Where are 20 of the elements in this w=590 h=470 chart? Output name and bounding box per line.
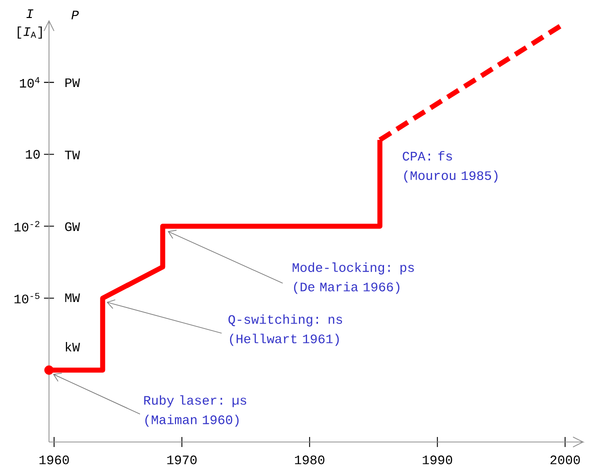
annotation: Q-switching: ns (Hellwart 1961)	[228, 314, 342, 346]
x-tick-label: 1990	[422, 456, 452, 464]
annotation: GW	[65, 222, 80, 232]
x-tick-label: 1960	[40, 456, 69, 464]
y-tick-label: 10	[26, 150, 40, 159]
annotation: kW	[66, 342, 80, 352]
annotation: Mode-locking: ps (De Maria 1966)	[292, 262, 414, 294]
x-tick-label: 1970	[167, 456, 197, 464]
x-tick-label: 2000	[550, 456, 580, 464]
x-tick-label: 1980	[295, 456, 324, 464]
y-axis-title: I [I$_{A}$]	[18, 9, 42, 39]
annotation: PW	[65, 78, 80, 87]
annotation: CPA: fs (Mourou 1985)	[402, 151, 498, 183]
y-tick-label: 10$^{-5}$	[14, 292, 40, 304]
y2-axis-title: P	[71, 10, 79, 20]
y-tick-label: 10$^{4}$	[20, 77, 40, 88]
y-tick-label: 10$^{-2}$	[14, 220, 40, 232]
annotation: TW	[64, 150, 80, 160]
annotation: MW	[65, 293, 80, 302]
annotation: Ruby laser: µs (Maiman 1960)	[144, 395, 246, 427]
